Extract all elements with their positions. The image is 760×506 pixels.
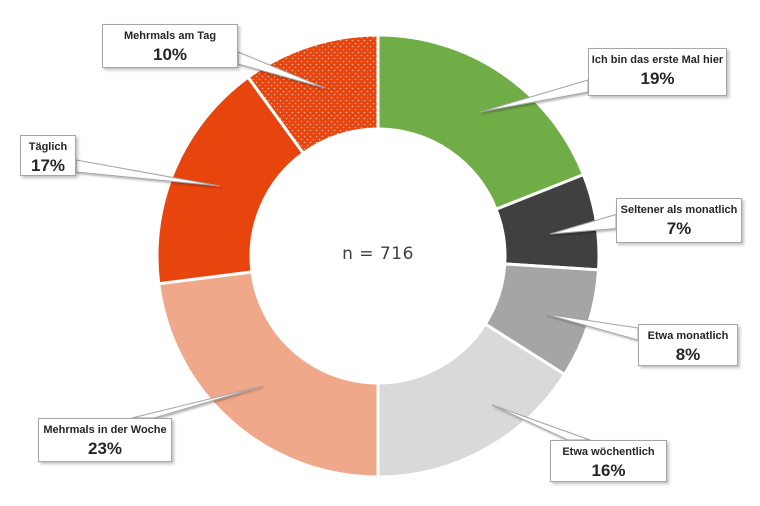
callout-percentage-value: 23% [87,439,123,458]
data-label-callout: Etwa monatlich 8% [638,324,738,366]
callout-pointer [237,51,326,89]
callout-leaders [75,51,639,441]
callout-percentage-value: 17% [30,156,66,175]
callout-category-label: Ich bin das erste Mal hier [591,54,724,66]
data-label-callout: Etwa wöchentlich 16% [550,440,667,482]
callout-category-label: Etwa monatlich [647,330,729,342]
callout-category-label: Etwa wöchentlich [562,446,655,458]
callout-category-label: Mehrmals in der Woche [43,424,167,436]
data-label-callout: Mehrmals am Tag 10% [102,24,238,68]
slice-täglich [155,75,306,286]
data-label-callout: Ich bin das erste Mal hier 19% [588,48,727,96]
callout-pointer [75,159,221,187]
callout-category-label: Mehrmals am Tag [123,30,217,42]
data-label-callout: Seltener als monatlich 7% [616,198,742,243]
callout-percentage-value: 16% [591,461,626,480]
donut-slices [155,33,601,479]
callout-percentage-value: 7% [666,219,692,238]
callout-percentage-value: 8% [675,345,701,364]
sample-size-label: n = 716 [342,244,414,264]
callout-percentage-value: 10% [152,45,188,64]
slice-ich-bin-das-erste-mal-hier [376,33,586,212]
data-label-callout: Mehrmals in der Woche 23% [38,418,172,462]
callout-category-label: Seltener als monatlich [620,204,738,216]
data-label-callout: Täglich 17% [20,135,76,176]
slice-mehrmals-am-tag [246,33,380,156]
callout-category-label: Täglich [28,141,68,153]
callout-percentage-value: 19% [640,69,675,88]
slice-mehrmals-in-der-woche [157,270,380,479]
